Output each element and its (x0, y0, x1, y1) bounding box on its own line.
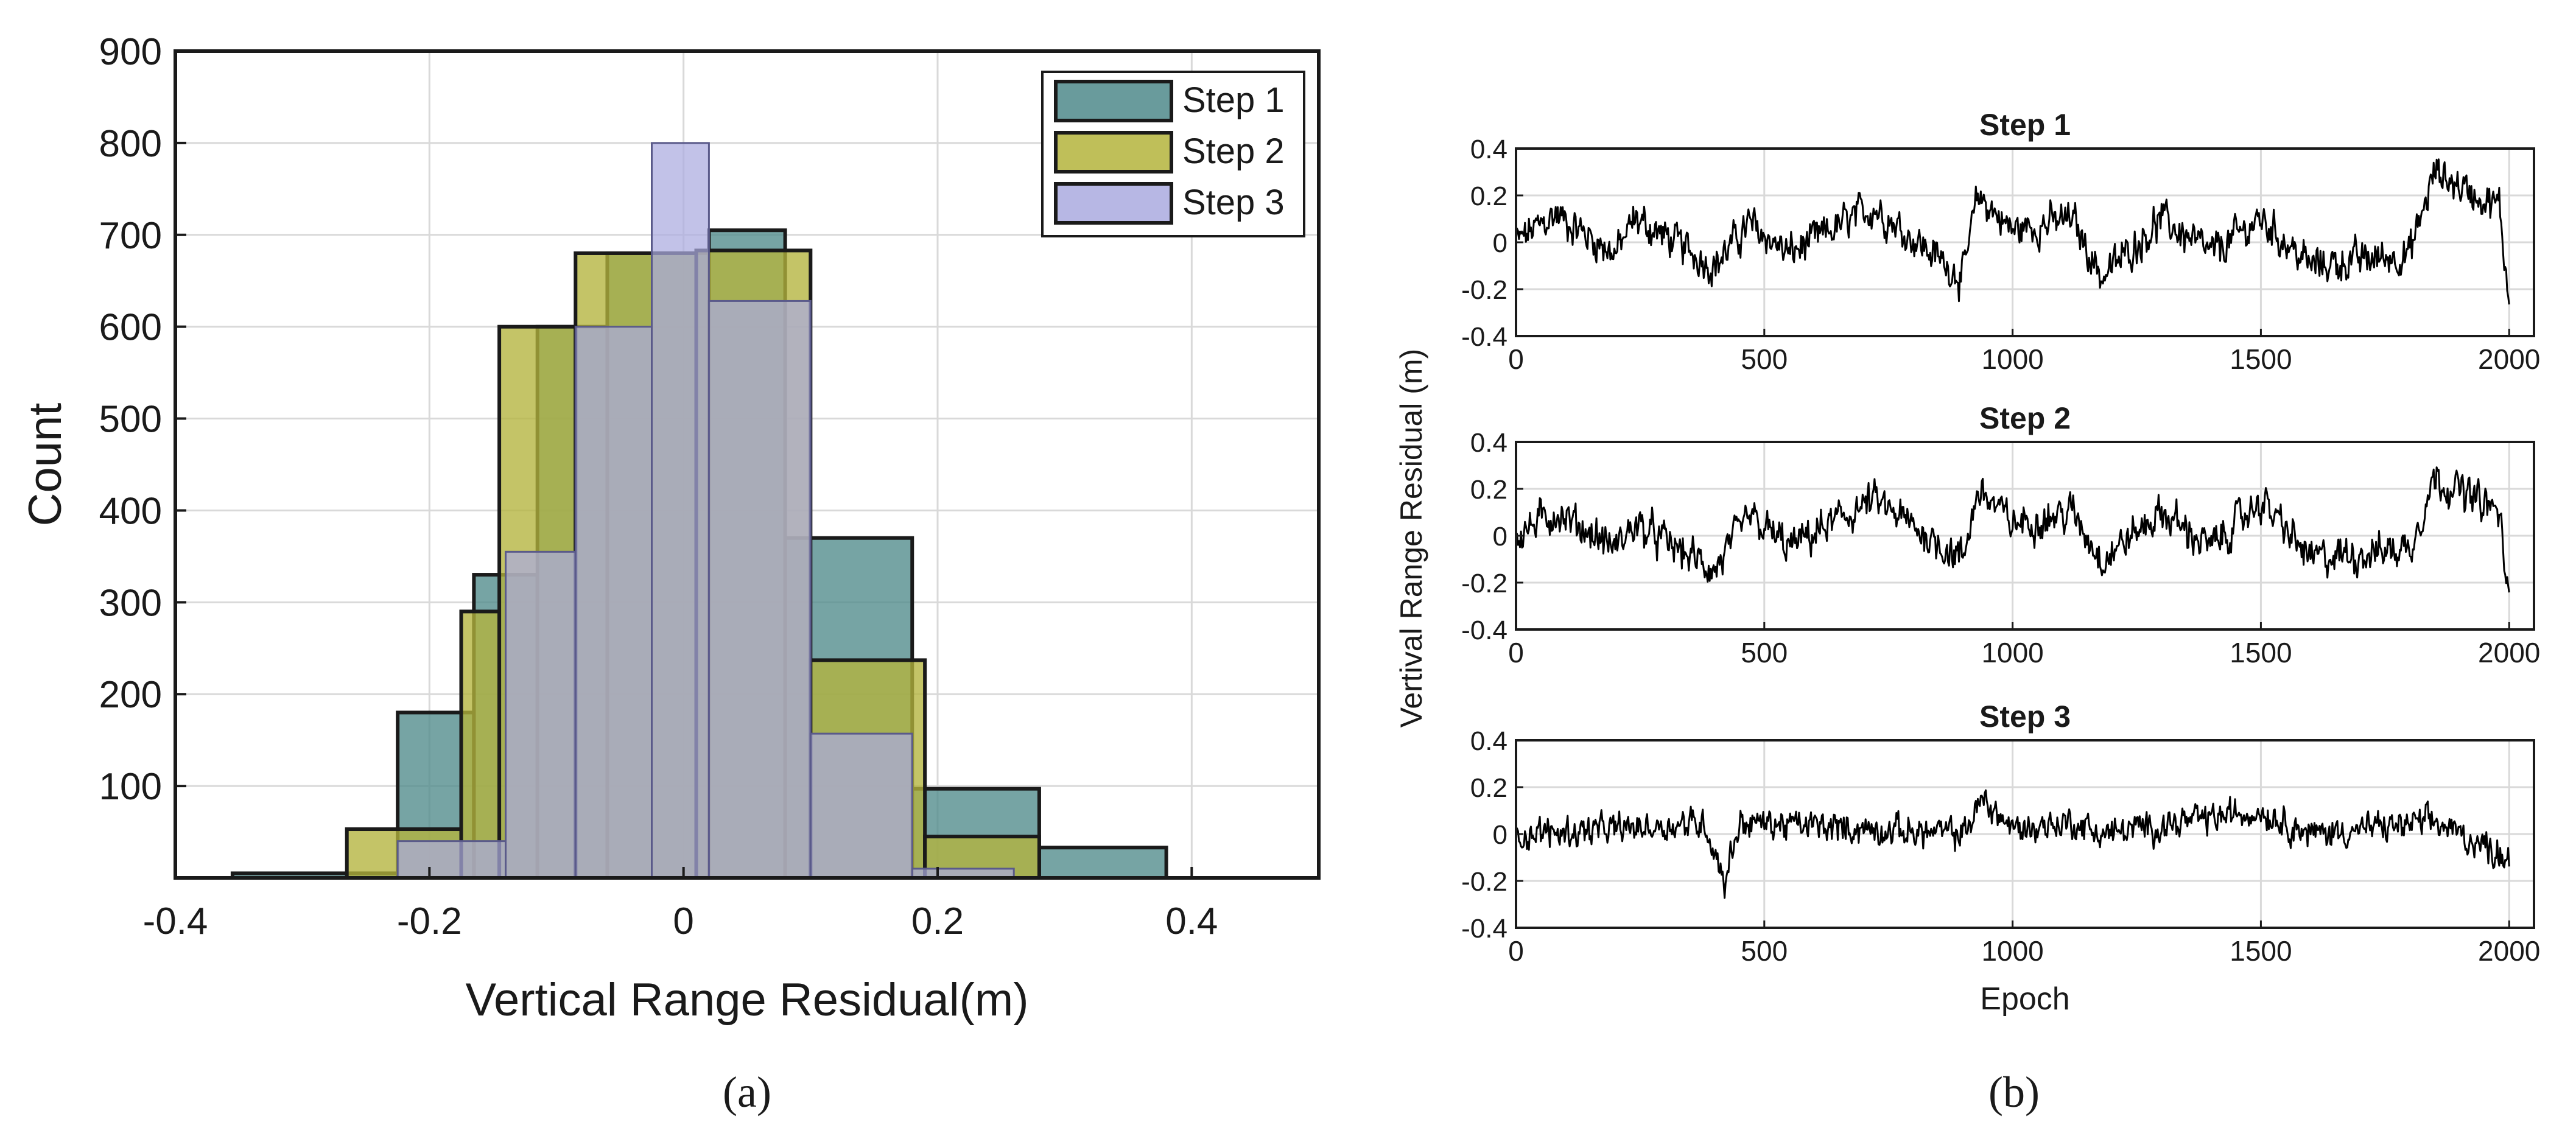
legend-label-step-1: Step 1 (1182, 80, 1285, 120)
histogram-y-tick-label: 400 (99, 490, 162, 532)
histogram-bar (707, 300, 812, 879)
histogram-bar (809, 732, 913, 879)
histogram-x-tick-label: 0.4 (1165, 900, 1218, 942)
histogram-legend: Step 1 Step 2 Step 3 (1041, 71, 1305, 237)
subplot-y-tick-label: 0 (1493, 820, 1507, 850)
subplot-x-tick-label: 0 (1508, 343, 1524, 375)
subplot-y-tick-label: 0.4 (1470, 428, 1507, 458)
subplot-x-tick-label: 1500 (2230, 935, 2292, 967)
histogram-x-tick-label: -0.2 (397, 900, 462, 942)
subplot-x-tick-label: 500 (1741, 343, 1788, 375)
histogram-bar (651, 142, 710, 879)
legend-label-step-3: Step 3 (1182, 183, 1285, 222)
subplot-x-tick-label: 2000 (2478, 637, 2540, 668)
time-series-subplots: 0 500 1000 1500 2000 -0.4 -0.2 0 0.2 0.4 Step 1 0 50… (1461, 108, 2540, 967)
subplot-title-step-2: Step 2 (1979, 401, 2071, 435)
histogram-x-ticks: -0.4 -0.2 0 0.2 0.4 (143, 867, 1218, 942)
legend-swatch-step-2 (1054, 131, 1173, 174)
histogram-x-tick-label: -0.4 (143, 900, 208, 942)
subplot-x-tick-label: 1000 (1981, 343, 2043, 375)
subplot-y-tick-label: 0.2 (1470, 475, 1507, 505)
subplot-x-tick-label: 2000 (2478, 935, 2540, 967)
subplot-residual-trace (1515, 466, 2510, 593)
subplot-y-tick-label: -0.4 (1461, 615, 1507, 645)
histogram-x-tick-label: 0 (673, 900, 693, 942)
subplot-y-tick-label: -0.4 (1461, 914, 1507, 944)
histogram-y-axis-label: Count (19, 403, 71, 527)
histogram-y-ticks: 100 200 300 400 500 600 700 800 900 (99, 31, 186, 808)
histogram-y-tick-label: 900 (99, 31, 162, 73)
panel-label-b: (b) (1988, 1068, 2040, 1117)
histogram-bar (459, 609, 502, 880)
histogram-y-tick-label: 600 (99, 307, 162, 349)
subplot-x-tick-label: 500 (1741, 935, 1788, 967)
subplot-title-step-1: Step 1 (1979, 108, 2071, 142)
histogram-bar (396, 840, 507, 879)
histogram-y-tick-label: 200 (99, 674, 162, 716)
panel-label-a: (a) (723, 1068, 771, 1117)
subplot-y-tick-label: -0.4 (1461, 322, 1507, 352)
histogram-panel: -0.4 -0.2 0 0.2 0.4 100 200 300 400 500 600 700 800… (19, 31, 1321, 1117)
subplot-x-tick-label: 0 (1508, 637, 1524, 668)
subplot-y-tick-label: -0.2 (1461, 275, 1507, 305)
subplot-x-tick-label: 0 (1508, 935, 1524, 967)
subplot-residual-trace (1515, 158, 2510, 305)
subplot-x-tick-label: 1000 (1981, 637, 2043, 668)
subplot-x-tick-label: 500 (1741, 637, 1788, 668)
subplot-y-tick-label: -0.2 (1461, 867, 1507, 897)
time-series-panel: 0 500 1000 1500 2000 -0.4 -0.2 0 0.2 0.4 Step 1 0 50… (1394, 108, 2540, 1117)
histogram-y-tick-label: 700 (99, 215, 162, 257)
histogram-series-3 (396, 142, 1015, 879)
histogram-y-tick-label: 300 (99, 582, 162, 624)
subplot-x-tick-label: 2000 (2478, 343, 2540, 375)
histogram-bar (1037, 846, 1168, 880)
subplot-title-step-3: Step 3 (1979, 699, 2071, 734)
subplot-y-tick-label: 0.2 (1470, 181, 1507, 211)
subplot-y-tick-label: 0.4 (1470, 726, 1507, 756)
histogram-y-tick-label: 100 (99, 766, 162, 808)
subplot-y-tick-label: 0.4 (1470, 135, 1507, 164)
histogram-x-tick-label: 0.2 (911, 900, 964, 942)
time-series-subplot-1: 0 500 1000 1500 2000 -0.4 -0.2 0 0.2 0.4 Step 1 (1461, 108, 2540, 375)
histogram-x-axis-label: Vertical Range Residual(m) (465, 974, 1028, 1026)
time-series-y-axis-label: Vertival Range Residual (m) (1394, 349, 1428, 728)
histogram-bar (505, 550, 577, 879)
subplot-x-tick-label: 1000 (1981, 935, 2043, 967)
legend-label-step-2: Step 2 (1182, 131, 1285, 171)
subplot-x-tick-label: 1500 (2230, 343, 2292, 375)
time-series-x-axis-label: Epoch (1980, 981, 2069, 1017)
time-series-subplot-2: 0 500 1000 1500 2000 -0.4 -0.2 0 0.2 0.4 Step 2 (1461, 401, 2540, 668)
legend-swatch-step-3 (1054, 182, 1173, 225)
subplot-y-tick-label: 0.2 (1470, 773, 1507, 803)
legend-swatch-step-1 (1054, 80, 1173, 122)
histogram-y-tick-label: 800 (99, 123, 162, 165)
subplot-x-tick-label: 1500 (2230, 637, 2292, 668)
subplot-residual-trace (1515, 789, 2510, 899)
subplot-y-tick-label: 0 (1493, 522, 1507, 552)
subplot-y-tick-label: 0 (1493, 228, 1507, 258)
histogram-axes-box (174, 49, 1321, 880)
histogram-bar (574, 326, 653, 879)
time-series-subplot-3: 0 500 1000 1500 2000 -0.4 -0.2 0 0.2 0.4 Step 3 (1461, 699, 2540, 967)
histogram-y-tick-label: 500 (99, 399, 162, 441)
subplot-y-tick-label: -0.2 (1461, 569, 1507, 598)
